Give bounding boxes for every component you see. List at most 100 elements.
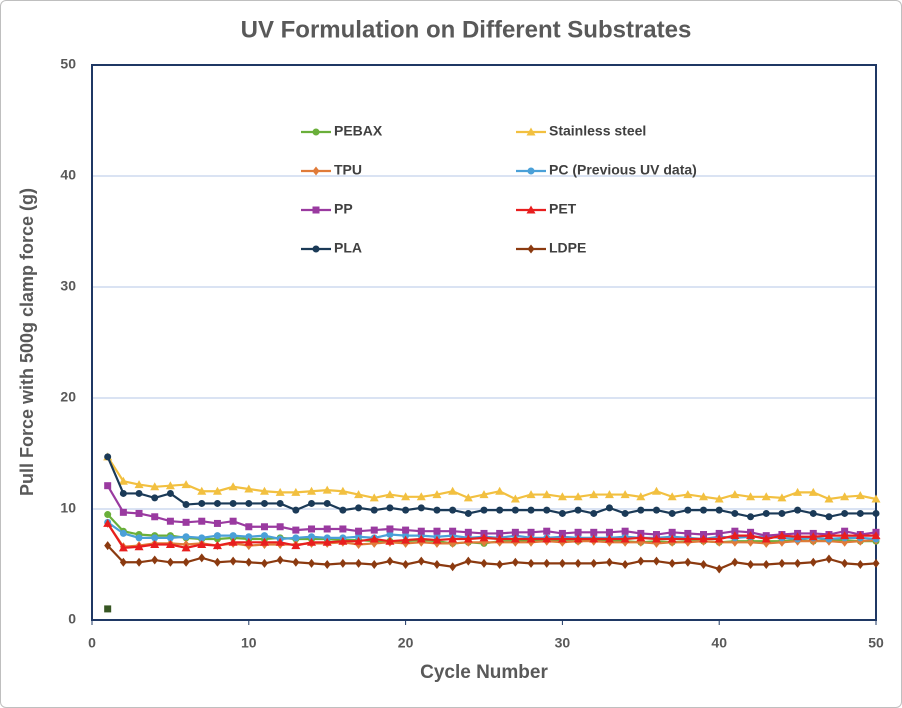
marker [699,492,709,501]
marker [730,490,740,499]
marker [824,531,834,540]
series [104,605,112,613]
marker [543,527,551,535]
y-tick-label: 20 [60,389,76,405]
y-tick-label: 10 [60,500,76,516]
marker [151,513,159,521]
legend-label: LDPE [549,240,586,256]
marker [683,534,693,543]
marker [793,532,803,541]
marker [496,560,504,569]
marker [590,528,598,536]
marker [808,532,818,541]
marker [872,509,880,517]
marker [417,504,425,512]
y-tick-label: 40 [60,167,76,183]
marker [104,605,112,613]
marker [104,453,112,461]
chart-title: UV Formulation on Different Substrates [241,16,692,43]
marker [182,518,190,526]
marker [557,534,567,543]
marker [339,525,347,533]
marker [151,555,159,565]
marker [589,534,599,543]
marker [480,506,488,514]
marker [198,499,206,507]
marker [841,509,849,517]
marker [620,534,630,543]
marker [323,525,331,533]
marker [119,557,127,567]
marker [557,492,567,501]
marker [244,484,254,493]
marker [479,533,489,542]
marker [338,536,348,545]
marker [339,558,347,568]
marker [339,506,347,514]
marker [574,528,582,536]
marker [118,543,128,552]
marker [276,555,284,565]
marker [574,506,582,514]
marker [526,490,536,499]
marker [448,486,458,495]
x-tick-label: 20 [398,635,414,651]
marker [244,537,254,546]
x-tick-label: 30 [555,635,571,651]
marker [840,531,850,540]
marker [463,493,473,502]
marker [417,527,425,535]
marker [621,560,629,569]
plot-border [91,64,877,621]
x-tick-label: 40 [711,635,727,651]
marker [433,506,441,514]
legend-label: PC (Previous UV data) [549,162,697,178]
marker [652,556,660,566]
marker [651,486,661,495]
marker [386,556,394,566]
marker [463,534,473,543]
marker [762,560,770,569]
marker [448,534,458,543]
marker [841,558,849,568]
marker [181,480,191,489]
marker [165,540,175,549]
marker [276,523,284,531]
marker [181,543,191,552]
marker [323,499,331,507]
marker [417,556,425,566]
marker [291,487,301,496]
marker [714,534,724,543]
x-tick-label: 10 [241,635,257,651]
marker [746,492,756,501]
marker [386,525,394,533]
marker [245,499,253,507]
marker [292,534,300,542]
marker [197,486,207,495]
marker [794,558,802,568]
marker [604,490,614,499]
marker [276,499,284,507]
marker [292,506,300,514]
marker [511,528,519,536]
marker [308,525,316,533]
marker [794,506,802,514]
marker [212,486,222,495]
series-line [106,544,877,571]
marker [605,557,613,567]
marker [700,560,708,569]
marker [480,558,488,568]
marker [636,533,646,542]
marker [355,527,363,535]
marker [573,492,583,501]
marker [104,511,112,519]
marker [104,541,112,551]
marker [228,482,238,491]
marker [526,205,536,214]
marker [715,506,723,514]
series [104,453,880,521]
legend-label: PEBAX [334,123,383,139]
legend-label: PLA [334,240,362,256]
marker [495,534,505,543]
